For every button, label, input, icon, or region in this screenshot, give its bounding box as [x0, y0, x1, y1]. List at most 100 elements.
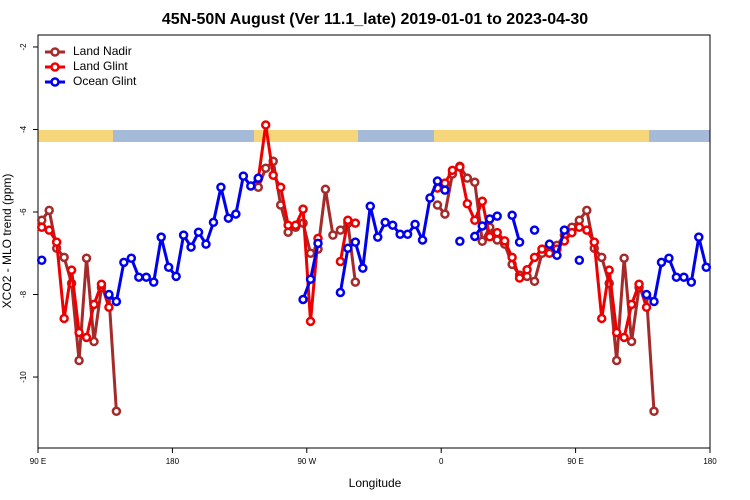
chart-title: 45N-50N August (Ver 11.1_late) 2019-01-0… [162, 11, 588, 28]
y-tick-label: -2 [19, 43, 28, 51]
point [343, 243, 353, 254]
point [611, 327, 622, 338]
point [664, 253, 674, 263]
point [567, 227, 577, 238]
point [589, 237, 600, 247]
point [626, 336, 637, 347]
point [44, 225, 54, 235]
point [350, 277, 361, 287]
point [537, 244, 547, 254]
y-tick-label: -8 [19, 290, 28, 298]
land-ocean-strip [38, 130, 710, 142]
point [283, 220, 293, 230]
point [522, 265, 532, 275]
ocean-band [113, 130, 254, 142]
point [484, 232, 495, 242]
point [328, 230, 338, 240]
point [484, 214, 495, 224]
point [492, 227, 502, 238]
point [358, 263, 368, 273]
point [529, 225, 540, 235]
point [477, 196, 488, 207]
point [440, 209, 450, 219]
point [126, 253, 137, 263]
point [104, 302, 114, 313]
point [51, 237, 62, 247]
point [529, 276, 540, 287]
point [350, 237, 361, 247]
point [649, 296, 659, 307]
point [641, 302, 652, 313]
land-band [254, 130, 358, 142]
point [596, 252, 607, 263]
x-tick-label: 0 [439, 457, 444, 466]
point [350, 218, 361, 228]
point [268, 170, 278, 181]
point [387, 220, 398, 230]
point [619, 332, 629, 343]
point [440, 185, 450, 195]
point [634, 279, 644, 289]
point [260, 163, 271, 174]
point [582, 205, 592, 216]
point [81, 332, 92, 343]
point [290, 220, 301, 230]
point [619, 253, 629, 263]
point [238, 171, 249, 181]
point [432, 176, 443, 186]
point [544, 239, 555, 249]
point [96, 279, 107, 289]
point [223, 213, 234, 223]
point [701, 262, 712, 273]
point [81, 253, 92, 263]
legend-label: Land Glint [73, 59, 128, 73]
legend-marker [50, 47, 60, 57]
y-tick-label: -4 [19, 125, 28, 133]
x-tick-label: 180 [166, 457, 180, 466]
y-tick-label: -10 [19, 371, 28, 383]
point [499, 236, 510, 246]
point [686, 277, 697, 287]
point [514, 273, 525, 283]
point [477, 236, 488, 247]
point [313, 238, 323, 249]
point [231, 209, 241, 219]
point [111, 296, 122, 307]
point [141, 272, 152, 282]
point [447, 165, 458, 176]
point [253, 182, 264, 192]
point [417, 235, 428, 245]
legend-marker [50, 62, 60, 72]
point [462, 198, 473, 209]
point [529, 252, 540, 263]
point [470, 215, 480, 226]
point [395, 229, 405, 240]
point [201, 239, 211, 249]
point [36, 255, 47, 266]
point [36, 222, 47, 233]
point [305, 248, 316, 259]
legend-marker [50, 77, 60, 87]
point [596, 313, 607, 324]
point [462, 173, 473, 183]
point [574, 255, 585, 266]
point [253, 173, 264, 183]
legend-label: Ocean Glint [73, 74, 137, 88]
point [134, 272, 144, 282]
point [507, 210, 517, 221]
point [470, 177, 480, 188]
point [335, 256, 346, 267]
point [74, 355, 84, 366]
point [372, 232, 383, 242]
point [305, 316, 316, 327]
point [641, 289, 652, 300]
point [44, 205, 54, 216]
point [305, 274, 316, 285]
point [66, 265, 77, 275]
point [552, 250, 562, 261]
point [104, 289, 114, 300]
point [410, 219, 420, 230]
point [275, 182, 286, 192]
